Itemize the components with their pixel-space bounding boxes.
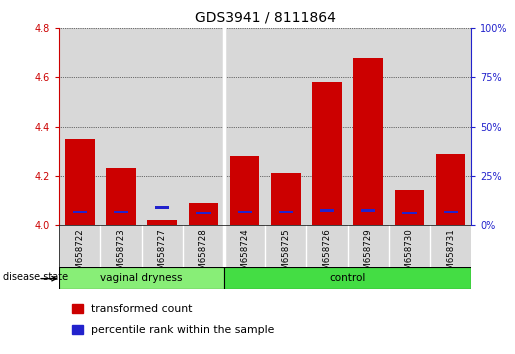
Text: control: control bbox=[330, 273, 366, 282]
Bar bbox=[271, 173, 301, 225]
Bar bbox=[443, 211, 458, 213]
Text: GSM658729: GSM658729 bbox=[364, 228, 373, 281]
Bar bbox=[389, 225, 430, 267]
Bar bbox=[224, 267, 471, 289]
Bar bbox=[394, 190, 424, 225]
Bar bbox=[188, 203, 218, 225]
Bar bbox=[106, 168, 136, 225]
Text: vaginal dryness: vaginal dryness bbox=[100, 273, 183, 282]
Bar bbox=[59, 225, 100, 267]
Bar bbox=[155, 206, 169, 209]
Bar bbox=[100, 225, 142, 267]
Bar bbox=[224, 225, 265, 267]
Bar bbox=[361, 209, 375, 212]
Bar bbox=[430, 28, 471, 225]
Bar bbox=[65, 139, 95, 225]
Bar bbox=[72, 325, 83, 334]
Bar bbox=[306, 28, 348, 225]
Bar bbox=[142, 225, 183, 267]
Bar bbox=[312, 82, 342, 225]
Bar bbox=[353, 58, 383, 225]
Bar bbox=[320, 209, 334, 212]
Bar bbox=[348, 28, 389, 225]
Bar bbox=[436, 154, 466, 225]
Bar bbox=[306, 225, 348, 267]
Bar bbox=[114, 211, 128, 213]
Bar bbox=[59, 267, 224, 289]
Text: GSM658726: GSM658726 bbox=[322, 228, 332, 281]
Text: GSM658725: GSM658725 bbox=[281, 228, 290, 281]
Text: transformed count: transformed count bbox=[91, 304, 192, 314]
Bar bbox=[147, 220, 177, 225]
Bar bbox=[430, 225, 471, 267]
Bar bbox=[196, 212, 211, 215]
Bar bbox=[348, 225, 389, 267]
Text: GSM658723: GSM658723 bbox=[116, 228, 126, 281]
Bar bbox=[142, 28, 183, 225]
Text: GSM658728: GSM658728 bbox=[199, 228, 208, 281]
Text: GSM658731: GSM658731 bbox=[446, 228, 455, 281]
Bar bbox=[279, 211, 293, 213]
Bar bbox=[183, 225, 224, 267]
Text: GSM658727: GSM658727 bbox=[158, 228, 167, 281]
Text: GSM658724: GSM658724 bbox=[240, 228, 249, 281]
Text: GSM658730: GSM658730 bbox=[405, 228, 414, 281]
Bar bbox=[100, 28, 142, 225]
Bar bbox=[73, 211, 87, 213]
Bar bbox=[265, 225, 306, 267]
Bar bbox=[389, 28, 430, 225]
Text: percentile rank within the sample: percentile rank within the sample bbox=[91, 325, 274, 335]
Bar bbox=[237, 211, 252, 213]
Bar bbox=[183, 28, 224, 225]
Text: disease state: disease state bbox=[3, 272, 67, 282]
Text: GSM658722: GSM658722 bbox=[75, 228, 84, 281]
Bar bbox=[265, 28, 306, 225]
Bar bbox=[224, 28, 265, 225]
Bar bbox=[230, 156, 260, 225]
Bar bbox=[59, 28, 100, 225]
Title: GDS3941 / 8111864: GDS3941 / 8111864 bbox=[195, 10, 336, 24]
Bar bbox=[72, 304, 83, 313]
Bar bbox=[402, 212, 417, 215]
